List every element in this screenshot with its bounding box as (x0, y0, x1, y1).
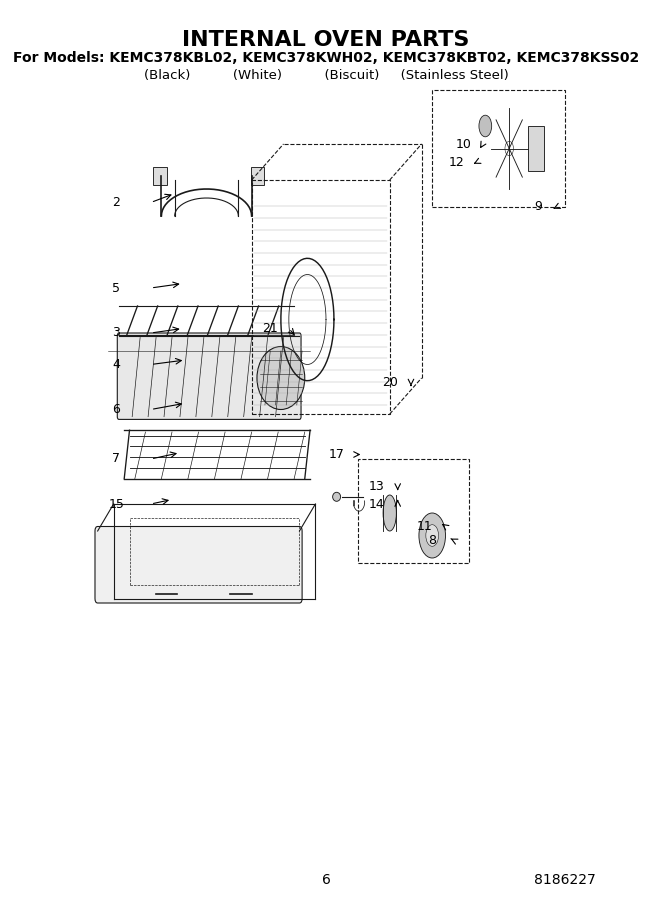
Text: 11: 11 (417, 520, 432, 533)
Text: 4: 4 (112, 358, 120, 371)
Text: For Models: KEMC378KBL02, KEMC378KWH02, KEMC378KBT02, KEMC378KSS02: For Models: KEMC378KBL02, KEMC378KWH02, … (13, 51, 639, 66)
Circle shape (426, 525, 439, 546)
Circle shape (479, 115, 492, 137)
Text: 10: 10 (456, 138, 472, 150)
Bar (153, 166, 167, 184)
Text: 20: 20 (382, 376, 398, 389)
Bar (432, 90, 565, 207)
Text: 8: 8 (428, 534, 436, 546)
Text: 5: 5 (112, 282, 120, 294)
Text: 15: 15 (108, 498, 124, 510)
Circle shape (505, 141, 514, 156)
Bar (358, 459, 469, 562)
Bar (250, 166, 264, 184)
FancyBboxPatch shape (95, 526, 302, 603)
Text: 9: 9 (535, 201, 542, 213)
Ellipse shape (333, 492, 340, 501)
Text: 14: 14 (368, 498, 384, 510)
Text: 6: 6 (112, 403, 120, 416)
Text: 21: 21 (262, 322, 278, 335)
Text: 12: 12 (448, 156, 464, 168)
Bar (528, 126, 544, 171)
Ellipse shape (383, 495, 396, 531)
Text: 17: 17 (329, 448, 344, 461)
Text: 7: 7 (112, 453, 120, 465)
Text: 8186227: 8186227 (534, 873, 596, 887)
Text: (Black)          (White)          (Biscuit)     (Stainless Steel): (Black) (White) (Biscuit) (Stainless Ste… (143, 69, 509, 82)
FancyBboxPatch shape (117, 333, 301, 419)
Text: 6: 6 (321, 873, 331, 887)
Circle shape (419, 513, 445, 558)
Text: 3: 3 (112, 327, 120, 339)
Text: 2: 2 (112, 196, 120, 209)
Ellipse shape (257, 346, 304, 410)
Text: 13: 13 (368, 480, 384, 492)
Text: INTERNAL OVEN PARTS: INTERNAL OVEN PARTS (183, 31, 469, 50)
Bar (252, 180, 390, 414)
